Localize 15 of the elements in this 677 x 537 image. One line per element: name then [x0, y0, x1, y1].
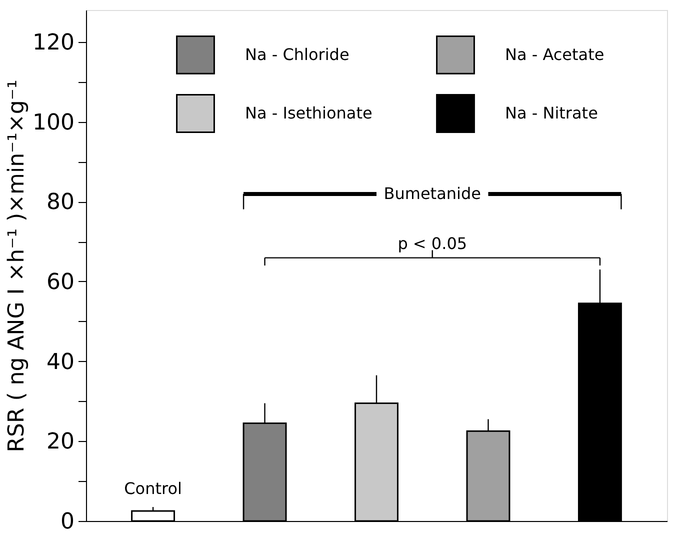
y-tick-label: 100 [32, 110, 74, 136]
annotation: p < 0.05 [398, 234, 468, 253]
legend-label: Na - Isethionate [245, 104, 372, 122]
y-axis-title: RSR ( ng ANG I ×h⁻¹ )×min⁻¹×g⁻¹ [4, 80, 30, 452]
y-tick-label: 40 [46, 350, 74, 375]
y-tick-label: 60 [46, 270, 74, 295]
legend-label: Na - Chloride [245, 44, 350, 64]
y-tick-label: 0 [60, 510, 74, 534]
annotation: Bumetanide [384, 184, 481, 203]
y-tick-label: 20 [46, 430, 74, 455]
annotation: Control [124, 479, 182, 498]
legend-label: Na - Acetate [505, 44, 604, 64]
legend-label: Na - Nitrate [505, 104, 598, 122]
y-tick-label: 120 [32, 30, 74, 56]
y-tick-label: 80 [46, 190, 74, 216]
